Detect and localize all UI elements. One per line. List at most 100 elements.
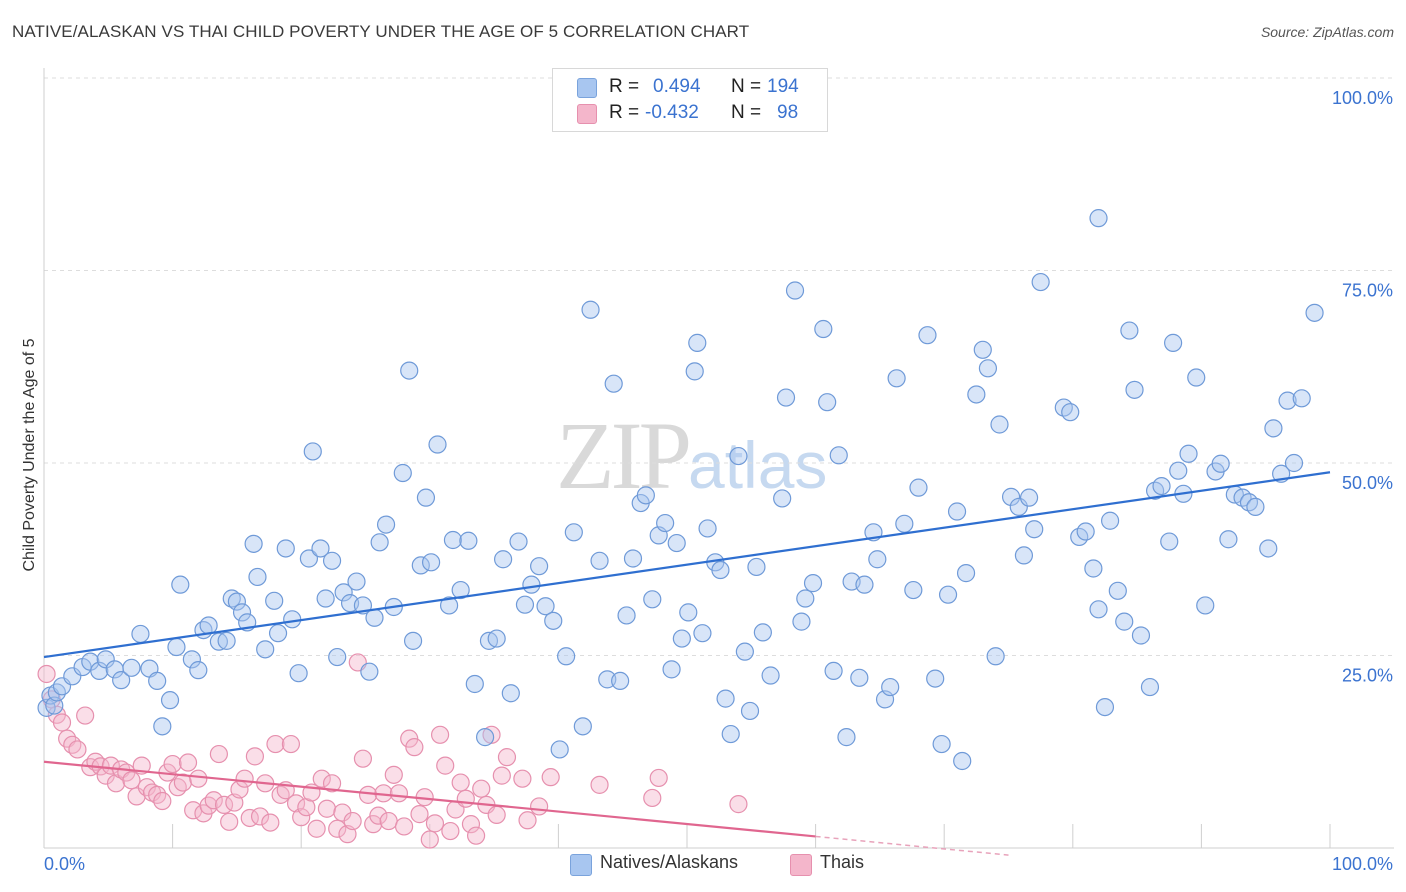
natives-point [967,385,986,404]
natives-trend-line [43,471,1331,659]
y-tick-label: 100.0% [1332,88,1393,108]
natives-point [776,388,796,407]
thais-point [394,817,414,836]
natives-point [465,674,484,694]
natives-point [1108,581,1127,600]
natives-point [685,362,704,381]
watermark-zip: ZIP [556,402,692,509]
natives-point [283,610,302,629]
thais-point [266,734,285,754]
thais-point [649,768,668,788]
natives-point [604,374,623,393]
thais-point [317,799,337,818]
thais-point [541,768,560,787]
natives-point [1084,559,1103,578]
thais-point [189,769,208,788]
thais-point [530,797,549,816]
thais-point [353,749,373,768]
natives-point [96,650,115,669]
natives-point [1196,596,1215,615]
legend-swatch-natives [577,78,597,98]
natives-point [153,717,172,736]
thais-point [425,814,445,833]
y-tick-label: 50.0% [1342,473,1393,493]
natives-point [289,664,308,683]
natives-point [1001,487,1021,506]
thais-point [492,766,511,785]
thais-point [379,811,398,831]
natives-point [773,489,792,508]
source-label: Source: ZipAtlas.com [1260,24,1394,40]
natives-point [636,486,655,505]
natives-point [1089,600,1108,619]
thais-point [729,795,748,814]
thais-point [358,785,378,804]
natives-point [122,658,141,677]
thais-point [261,813,280,832]
natives-point [334,583,353,602]
natives-point [721,724,740,744]
natives-point [209,632,228,651]
natives-point [370,533,389,552]
natives-point [656,513,675,533]
natives-point [855,575,874,594]
thais-point [307,819,326,838]
thais-point [451,773,470,792]
legend-n-value: 98 [777,102,799,123]
legend-swatch-thais [577,104,597,124]
thais-point [199,796,218,815]
natives-point [1019,488,1039,507]
bottom-swatch-thais [790,854,812,876]
natives-point [222,589,241,608]
thais-point [312,769,331,788]
natives-point [311,539,330,558]
natives-point [299,549,319,568]
natives-point [451,580,470,600]
natives-point [475,728,495,747]
thais-point [37,664,56,684]
natives-point [522,575,541,594]
natives-point [1120,321,1139,340]
thais-point [281,734,301,754]
natives-point [753,623,772,642]
thais-point [456,789,475,808]
natives-point [557,647,576,666]
thais-point [364,815,383,834]
natives-point [90,661,109,681]
natives-point [232,603,252,622]
y-tick-label: 75.0% [1342,281,1393,301]
natives-point [932,734,951,754]
legend-r-label: R = [609,76,640,97]
thais-point [405,738,424,757]
legend-n-label: N = [731,76,762,97]
tick-labels: 25.0% 50.0% 75.0% 100.0% 0.0% 100.0% [44,88,1393,874]
natives-point [248,567,267,587]
thais-point [286,794,306,813]
natives-point [1211,454,1230,473]
thais-point [472,779,491,798]
natives-point [1264,419,1283,438]
natives-point [360,662,379,681]
natives-point [536,597,555,616]
thais-point [420,830,439,849]
natives-point [1160,532,1179,551]
natives-point [112,671,131,690]
thais-point [461,815,481,834]
natives-point [167,637,186,657]
legend-r-label: R = [609,102,640,123]
natives-point [494,550,513,569]
natives-point [148,671,167,691]
thais-point [163,754,182,774]
natives-point [1125,380,1144,399]
natives-point [182,650,201,669]
natives-point [1014,546,1034,565]
watermark-atlas: atlas [688,428,828,502]
thais-point [389,784,409,803]
natives-point [796,589,815,608]
natives-point [824,661,843,681]
natives-point [837,728,856,747]
natives-point [63,667,82,686]
natives-point [1305,303,1324,322]
legend-row-natives: R = 0.494 N = 194 [553,74,827,100]
natives-point [328,647,347,667]
